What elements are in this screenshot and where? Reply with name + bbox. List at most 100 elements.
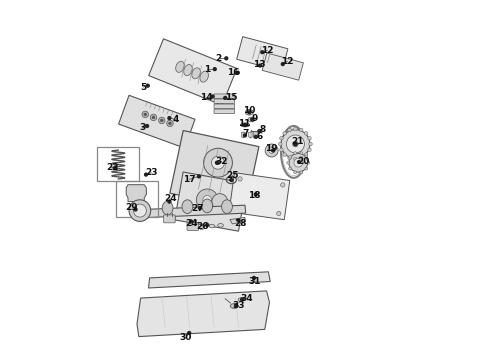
Circle shape <box>188 332 191 334</box>
Ellipse shape <box>131 211 139 216</box>
Ellipse shape <box>199 226 205 229</box>
Text: 10: 10 <box>243 107 255 115</box>
Text: 5: 5 <box>140 83 147 91</box>
Circle shape <box>216 161 220 165</box>
Text: 18: 18 <box>248 191 260 199</box>
Circle shape <box>300 152 303 154</box>
Circle shape <box>235 304 238 307</box>
Circle shape <box>305 167 308 170</box>
Circle shape <box>147 84 149 87</box>
Ellipse shape <box>238 298 245 301</box>
Ellipse shape <box>209 224 215 228</box>
Circle shape <box>299 156 303 160</box>
Polygon shape <box>230 217 245 224</box>
Circle shape <box>297 161 300 163</box>
Circle shape <box>230 179 233 181</box>
Circle shape <box>238 177 242 181</box>
Text: 13: 13 <box>253 60 266 69</box>
Circle shape <box>299 128 303 132</box>
Polygon shape <box>119 95 195 148</box>
Circle shape <box>289 153 308 172</box>
FancyBboxPatch shape <box>248 132 252 137</box>
Text: 29: 29 <box>125 202 138 211</box>
Text: 22: 22 <box>106 163 119 172</box>
Polygon shape <box>148 272 270 288</box>
Circle shape <box>261 51 264 54</box>
Text: 27: 27 <box>191 204 204 213</box>
Circle shape <box>114 166 117 169</box>
Circle shape <box>254 193 257 196</box>
Text: 33: 33 <box>232 301 245 310</box>
Text: 16: 16 <box>227 68 240 77</box>
Ellipse shape <box>176 61 184 72</box>
Text: 25: 25 <box>226 171 239 180</box>
Circle shape <box>286 135 304 153</box>
Circle shape <box>269 148 274 153</box>
Circle shape <box>289 167 292 170</box>
Circle shape <box>287 161 290 164</box>
Circle shape <box>294 152 296 154</box>
FancyBboxPatch shape <box>214 109 235 113</box>
Circle shape <box>308 136 311 140</box>
Circle shape <box>133 204 147 217</box>
FancyBboxPatch shape <box>187 222 198 230</box>
Circle shape <box>265 144 278 157</box>
Circle shape <box>283 153 287 157</box>
Circle shape <box>204 148 232 177</box>
FancyBboxPatch shape <box>254 132 258 138</box>
Text: 19: 19 <box>265 144 277 153</box>
Text: 9: 9 <box>252 113 258 122</box>
Circle shape <box>152 116 155 119</box>
Circle shape <box>281 183 285 187</box>
Circle shape <box>251 118 254 121</box>
Bar <box>97 147 139 181</box>
Text: 24: 24 <box>185 219 198 228</box>
Text: 4: 4 <box>172 115 179 124</box>
Polygon shape <box>174 172 247 231</box>
Circle shape <box>304 153 308 157</box>
Circle shape <box>278 142 282 146</box>
FancyBboxPatch shape <box>164 215 175 223</box>
Circle shape <box>150 114 157 121</box>
Text: 8: 8 <box>259 125 266 134</box>
Circle shape <box>309 142 312 146</box>
Circle shape <box>283 131 287 135</box>
Circle shape <box>294 158 303 167</box>
Text: 6: 6 <box>256 132 263 140</box>
Circle shape <box>158 117 165 123</box>
Circle shape <box>294 143 297 145</box>
Circle shape <box>211 95 214 98</box>
Ellipse shape <box>250 118 253 120</box>
Polygon shape <box>262 53 303 80</box>
Ellipse shape <box>162 201 173 215</box>
Circle shape <box>203 195 212 204</box>
Text: 23: 23 <box>145 168 158 177</box>
Text: 12: 12 <box>261 46 273 55</box>
Circle shape <box>169 122 171 125</box>
Text: 32: 32 <box>215 157 228 166</box>
Ellipse shape <box>245 110 253 115</box>
FancyBboxPatch shape <box>214 104 235 108</box>
Circle shape <box>224 96 227 99</box>
Circle shape <box>236 71 239 74</box>
Circle shape <box>294 171 296 174</box>
Circle shape <box>281 63 284 66</box>
Bar <box>117 181 158 217</box>
Circle shape <box>259 64 262 67</box>
Ellipse shape <box>218 224 223 227</box>
Circle shape <box>216 161 219 164</box>
Circle shape <box>294 127 297 131</box>
Circle shape <box>225 57 228 60</box>
Ellipse shape <box>200 71 208 82</box>
Text: 30: 30 <box>179 333 192 342</box>
FancyBboxPatch shape <box>214 94 235 98</box>
Circle shape <box>129 200 151 221</box>
Circle shape <box>168 117 171 120</box>
Text: 3: 3 <box>139 123 146 132</box>
Polygon shape <box>143 205 245 218</box>
FancyBboxPatch shape <box>242 132 245 137</box>
Circle shape <box>237 219 240 222</box>
Ellipse shape <box>202 199 213 213</box>
Circle shape <box>244 123 246 126</box>
Circle shape <box>144 113 147 116</box>
